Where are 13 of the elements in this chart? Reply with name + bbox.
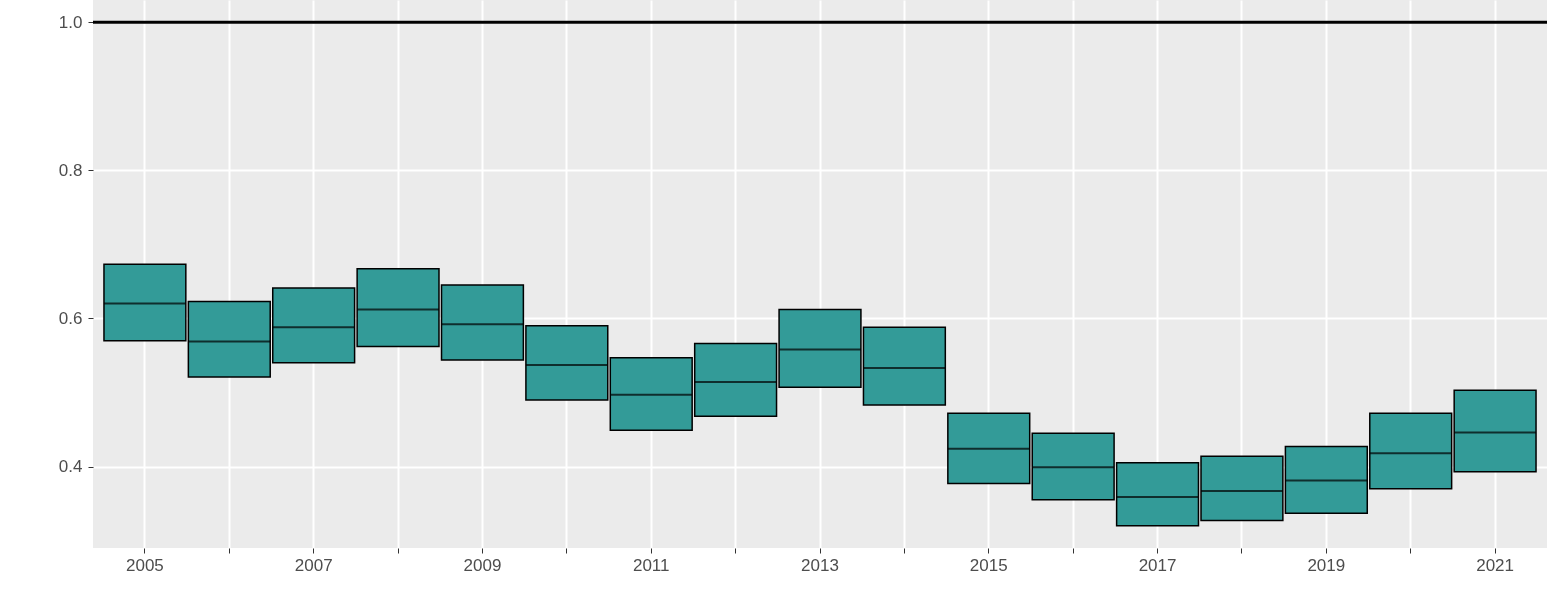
x-tick-label: 2011 (632, 555, 670, 575)
x-tick-label: 2013 (801, 555, 839, 575)
x-tick-label: 2005 (125, 555, 164, 575)
x-tick-label: 2021 (1476, 555, 1515, 575)
y-tick-label: 0.4 (58, 457, 83, 477)
x-tick-label: 2015 (969, 555, 1008, 575)
x-tick-label: 2009 (463, 555, 502, 575)
x-tick-label: 2007 (294, 555, 333, 575)
y-tick-label: 0.8 (58, 160, 83, 180)
y-tick-label: 0.6 (58, 308, 83, 328)
x-tick-label: 2017 (1138, 555, 1177, 575)
x-tick-label: 2019 (1307, 555, 1346, 575)
y-tick-label: 1.0 (58, 12, 83, 32)
